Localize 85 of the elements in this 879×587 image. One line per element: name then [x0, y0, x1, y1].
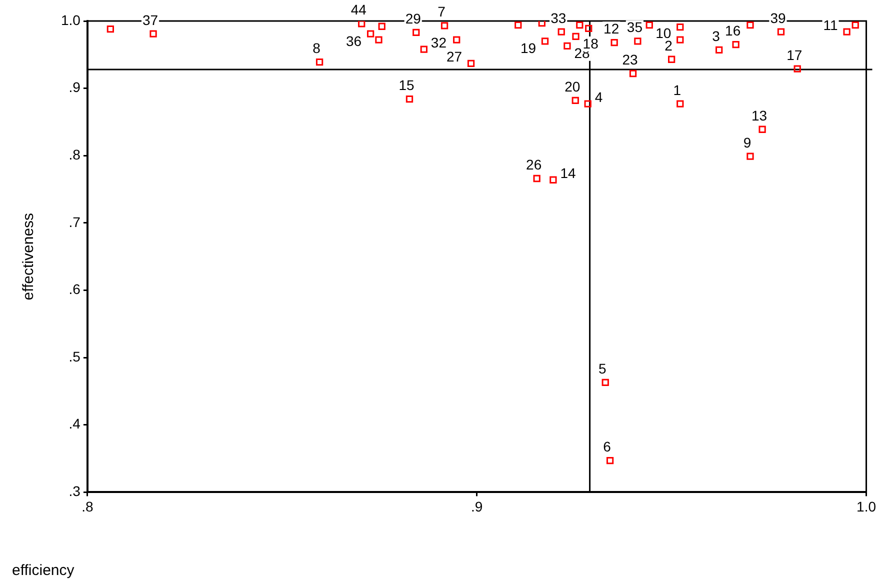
point	[634, 38, 642, 45]
point	[378, 22, 386, 30]
point	[572, 96, 579, 104]
annotation: 26	[526, 156, 542, 173]
point	[777, 28, 785, 36]
annotation: 23	[622, 52, 638, 68]
annotation: 37	[142, 12, 158, 28]
annotation: 20	[564, 78, 580, 94]
annotation: 8	[312, 40, 321, 56]
point	[584, 100, 592, 108]
annotation: 36	[346, 32, 362, 49]
point	[533, 174, 540, 182]
point	[538, 21, 546, 27]
x-tick-label: .8	[82, 498, 94, 514]
annotation: 29	[405, 10, 422, 26]
point	[412, 28, 420, 36]
point	[150, 30, 157, 38]
point	[606, 456, 614, 464]
x-axis-title: efficiency	[12, 562, 75, 579]
annotation: 15	[398, 77, 414, 94]
point	[440, 22, 448, 30]
point	[676, 100, 684, 108]
point	[106, 26, 114, 33]
y-axis-title: effectiveness	[20, 212, 37, 300]
y-tick-label: .4	[68, 416, 81, 432]
point	[610, 38, 618, 46]
point	[572, 32, 580, 40]
point	[602, 378, 609, 386]
point	[550, 176, 557, 184]
point	[646, 21, 653, 29]
point	[420, 46, 428, 53]
point	[558, 28, 565, 36]
point	[852, 21, 859, 29]
annotation: 14	[560, 164, 576, 181]
annotation: 27	[446, 48, 462, 64]
x-tick-label: 1.0	[856, 498, 876, 514]
point	[406, 96, 414, 103]
annotation: 17	[786, 46, 802, 63]
point	[316, 58, 324, 66]
y-tick-label: .5	[68, 348, 81, 364]
point	[375, 36, 382, 44]
point	[794, 65, 801, 72]
annotation: 3	[712, 28, 720, 44]
annotation: 12	[604, 20, 620, 37]
y-tick-label: .3	[68, 483, 81, 500]
point	[715, 46, 723, 54]
annotation: 39	[770, 10, 786, 26]
point	[585, 24, 592, 32]
point	[758, 126, 766, 133]
annotation: 16	[725, 22, 741, 39]
point	[676, 36, 684, 44]
annotation: 1	[673, 82, 682, 98]
point	[668, 56, 676, 63]
point	[629, 70, 637, 78]
point	[467, 60, 475, 67]
annotation: 13	[752, 107, 768, 124]
annotation: 6	[603, 438, 612, 455]
point	[732, 40, 740, 48]
point	[453, 36, 460, 44]
point	[676, 23, 684, 31]
annotation: 11	[823, 16, 838, 33]
y-tick-label: .7	[68, 214, 81, 230]
point	[746, 152, 754, 160]
annotation: 32	[430, 34, 447, 50]
x-tick-label: .9	[471, 498, 483, 514]
y-tick-label: .6	[68, 281, 81, 298]
point	[541, 38, 549, 45]
point	[358, 21, 366, 28]
annotation: 7	[438, 4, 446, 20]
y-tick-label: .9	[68, 79, 81, 96]
annotation: 5	[598, 360, 606, 376]
annotation: 19	[520, 40, 536, 56]
annotation: 33	[550, 10, 566, 26]
y-tick-label: 1.0	[60, 12, 81, 28]
annotation: 35	[626, 19, 643, 36]
point	[843, 28, 850, 36]
point	[746, 21, 754, 29]
annotation: 4	[594, 88, 603, 105]
point	[564, 42, 571, 50]
y-tick-label: .8	[68, 146, 81, 162]
annotation: 9	[743, 134, 752, 150]
point	[576, 21, 584, 29]
annotation: 44	[350, 2, 367, 18]
point	[514, 21, 522, 29]
point	[366, 30, 374, 38]
